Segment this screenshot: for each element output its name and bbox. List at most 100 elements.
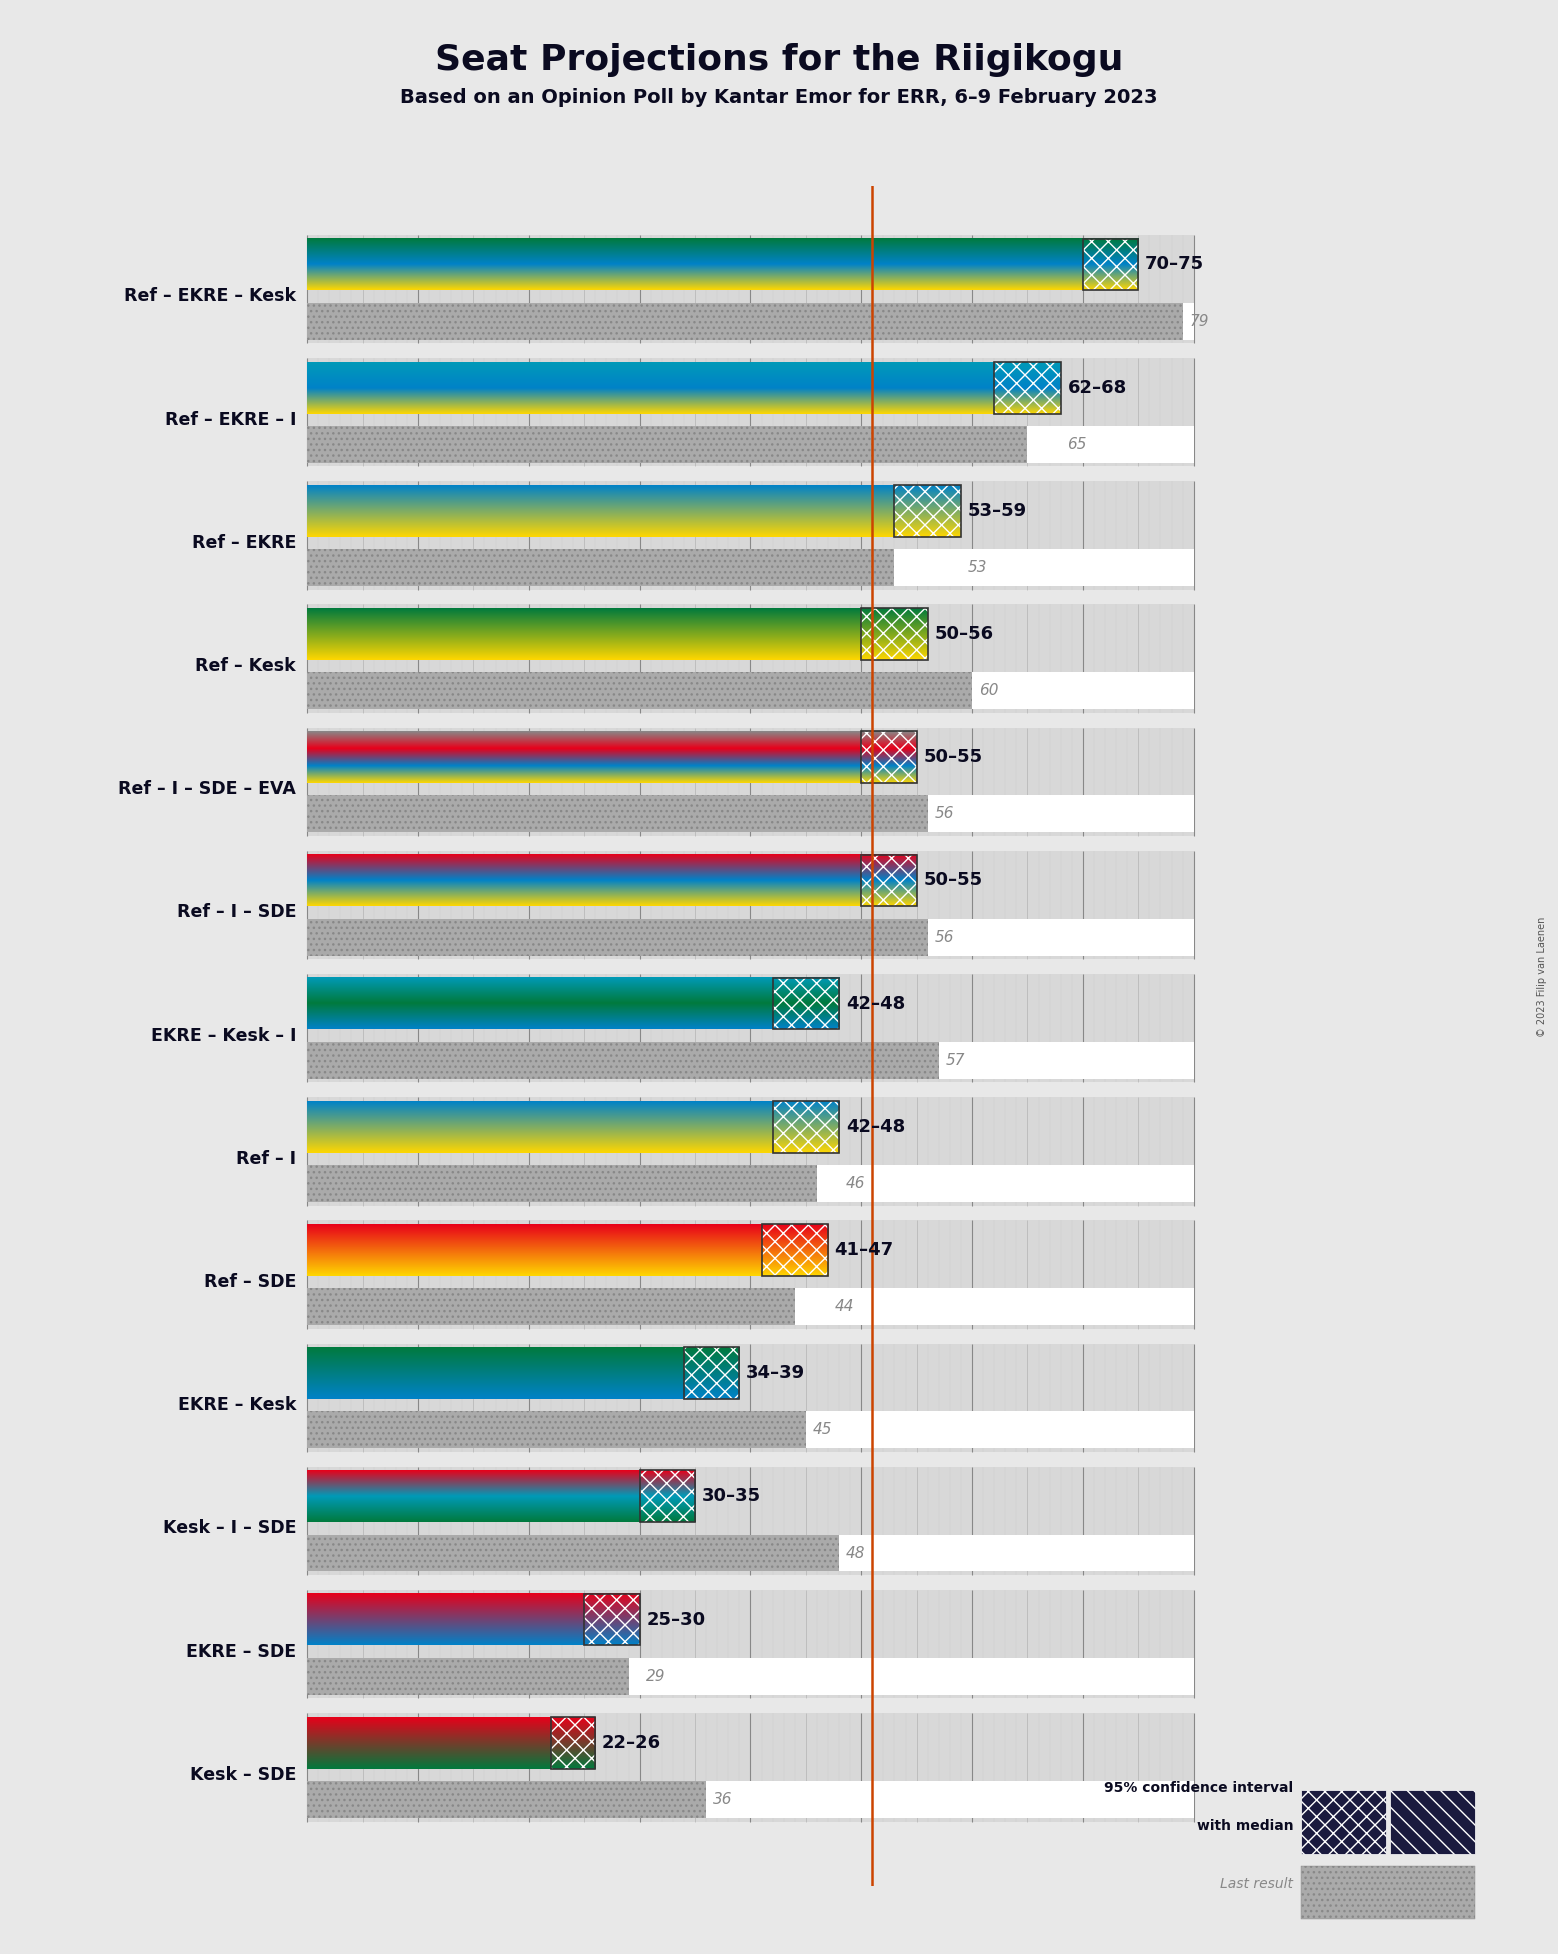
- Bar: [862, 608, 927, 660]
- Bar: [307, 1714, 1193, 1821]
- Bar: [640, 1471, 695, 1522]
- Text: 95% confidence interval: 95% confidence interval: [1105, 1782, 1293, 1796]
- Text: 79: 79: [1189, 315, 1209, 328]
- Text: 50–55: 50–55: [924, 748, 983, 766]
- Text: Ref – EKRE: Ref – EKRE: [192, 533, 296, 551]
- Bar: [307, 1411, 805, 1448]
- Bar: [307, 672, 1193, 709]
- Bar: [307, 795, 927, 832]
- Bar: [307, 918, 927, 956]
- Text: Ref – SDE: Ref – SDE: [204, 1272, 296, 1292]
- Text: Based on an Opinion Poll by Kantar Emor for ERR, 6–9 February 2023: Based on an Opinion Poll by Kantar Emor …: [400, 88, 1158, 107]
- Text: 53: 53: [968, 561, 988, 574]
- Text: Kesk – SDE: Kesk – SDE: [190, 1766, 296, 1784]
- Bar: [307, 918, 927, 956]
- Bar: [307, 303, 1193, 340]
- Bar: [862, 854, 916, 907]
- Bar: [994, 361, 1061, 414]
- Bar: [307, 727, 1193, 836]
- Bar: [307, 1165, 816, 1202]
- Text: Ref – I – SDE – EVA: Ref – I – SDE – EVA: [118, 780, 296, 799]
- Bar: [894, 485, 961, 537]
- Bar: [307, 1288, 795, 1325]
- Bar: [894, 485, 961, 537]
- Text: Ref – EKRE – I: Ref – EKRE – I: [165, 410, 296, 428]
- Text: 70–75: 70–75: [1145, 256, 1204, 274]
- Bar: [773, 1100, 840, 1153]
- Bar: [773, 977, 840, 1030]
- Bar: [307, 1165, 1193, 1202]
- Text: EKRE – Kesk – I: EKRE – Kesk – I: [151, 1026, 296, 1045]
- Bar: [684, 1348, 740, 1399]
- Bar: [584, 1594, 640, 1645]
- Text: 45: 45: [812, 1423, 832, 1438]
- Text: EKRE – Kesk: EKRE – Kesk: [178, 1397, 296, 1415]
- Bar: [307, 672, 972, 709]
- Text: Kesk – I – SDE: Kesk – I – SDE: [162, 1520, 296, 1538]
- Bar: [307, 604, 1193, 713]
- Bar: [862, 731, 916, 784]
- Text: 41–47: 41–47: [835, 1241, 894, 1258]
- Bar: [762, 1223, 827, 1276]
- Bar: [307, 1467, 1193, 1575]
- Bar: [307, 672, 972, 709]
- Bar: [307, 1098, 1193, 1206]
- Bar: [1301, 1866, 1475, 1919]
- Text: Seat Projections for the Riigikogu: Seat Projections for the Riigikogu: [435, 43, 1123, 76]
- Bar: [307, 426, 1027, 463]
- Text: © 2023 Filip van Laenen: © 2023 Filip van Laenen: [1538, 916, 1547, 1038]
- Bar: [307, 1288, 1193, 1325]
- Text: 56: 56: [935, 930, 953, 944]
- Bar: [307, 795, 1193, 832]
- Bar: [307, 358, 1193, 467]
- Bar: [307, 1041, 1193, 1079]
- Bar: [307, 549, 1193, 586]
- Text: 22–26: 22–26: [601, 1733, 661, 1751]
- Bar: [773, 977, 840, 1030]
- Bar: [307, 549, 894, 586]
- Text: Ref – Kesk: Ref – Kesk: [195, 657, 296, 674]
- Bar: [994, 361, 1061, 414]
- Text: 42–48: 42–48: [846, 1118, 905, 1135]
- Bar: [307, 481, 1193, 590]
- Text: 62–68: 62–68: [1067, 379, 1126, 397]
- Text: Ref – I: Ref – I: [235, 1149, 296, 1168]
- Bar: [1083, 238, 1139, 291]
- Text: 42–48: 42–48: [846, 995, 905, 1012]
- Text: Last result: Last result: [1220, 1876, 1293, 1891]
- Text: Ref – EKRE – Kesk: Ref – EKRE – Kesk: [125, 287, 296, 305]
- Text: 50–55: 50–55: [924, 871, 983, 889]
- Bar: [552, 1718, 595, 1768]
- Text: 56: 56: [935, 807, 953, 821]
- Bar: [307, 1657, 628, 1694]
- Text: 65: 65: [1067, 438, 1087, 451]
- Bar: [1083, 238, 1139, 291]
- Bar: [307, 1221, 1193, 1329]
- Bar: [307, 795, 927, 832]
- Text: 29: 29: [647, 1669, 665, 1684]
- Bar: [773, 1100, 840, 1153]
- Bar: [307, 426, 1027, 463]
- Bar: [307, 303, 1183, 340]
- Bar: [862, 731, 916, 784]
- Bar: [307, 1780, 706, 1817]
- Text: 53–59: 53–59: [968, 502, 1027, 520]
- Text: with median: with median: [1197, 1819, 1293, 1833]
- Bar: [1301, 1790, 1387, 1854]
- Text: 46: 46: [846, 1176, 865, 1190]
- Text: 50–56: 50–56: [935, 625, 994, 643]
- Bar: [307, 234, 1193, 344]
- Text: EKRE – SDE: EKRE – SDE: [185, 1643, 296, 1661]
- Bar: [307, 850, 1193, 959]
- Bar: [307, 1165, 816, 1202]
- Bar: [862, 854, 916, 907]
- Bar: [307, 549, 894, 586]
- Bar: [584, 1594, 640, 1645]
- Text: 57: 57: [946, 1053, 964, 1067]
- Bar: [640, 1471, 695, 1522]
- Bar: [307, 426, 1193, 463]
- Bar: [307, 1411, 805, 1448]
- Text: 36: 36: [712, 1792, 732, 1807]
- Bar: [307, 1591, 1193, 1698]
- Text: 44: 44: [835, 1299, 854, 1315]
